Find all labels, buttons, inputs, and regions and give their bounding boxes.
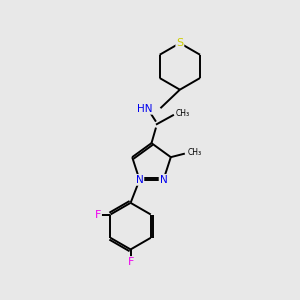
- Text: HN: HN: [137, 104, 152, 114]
- Text: CH₃: CH₃: [176, 109, 190, 118]
- Text: S: S: [176, 38, 183, 48]
- Text: F: F: [95, 209, 101, 220]
- Text: N: N: [136, 175, 143, 185]
- Text: N: N: [160, 175, 167, 185]
- Text: F: F: [128, 257, 134, 267]
- Text: CH₃: CH₃: [187, 148, 201, 157]
